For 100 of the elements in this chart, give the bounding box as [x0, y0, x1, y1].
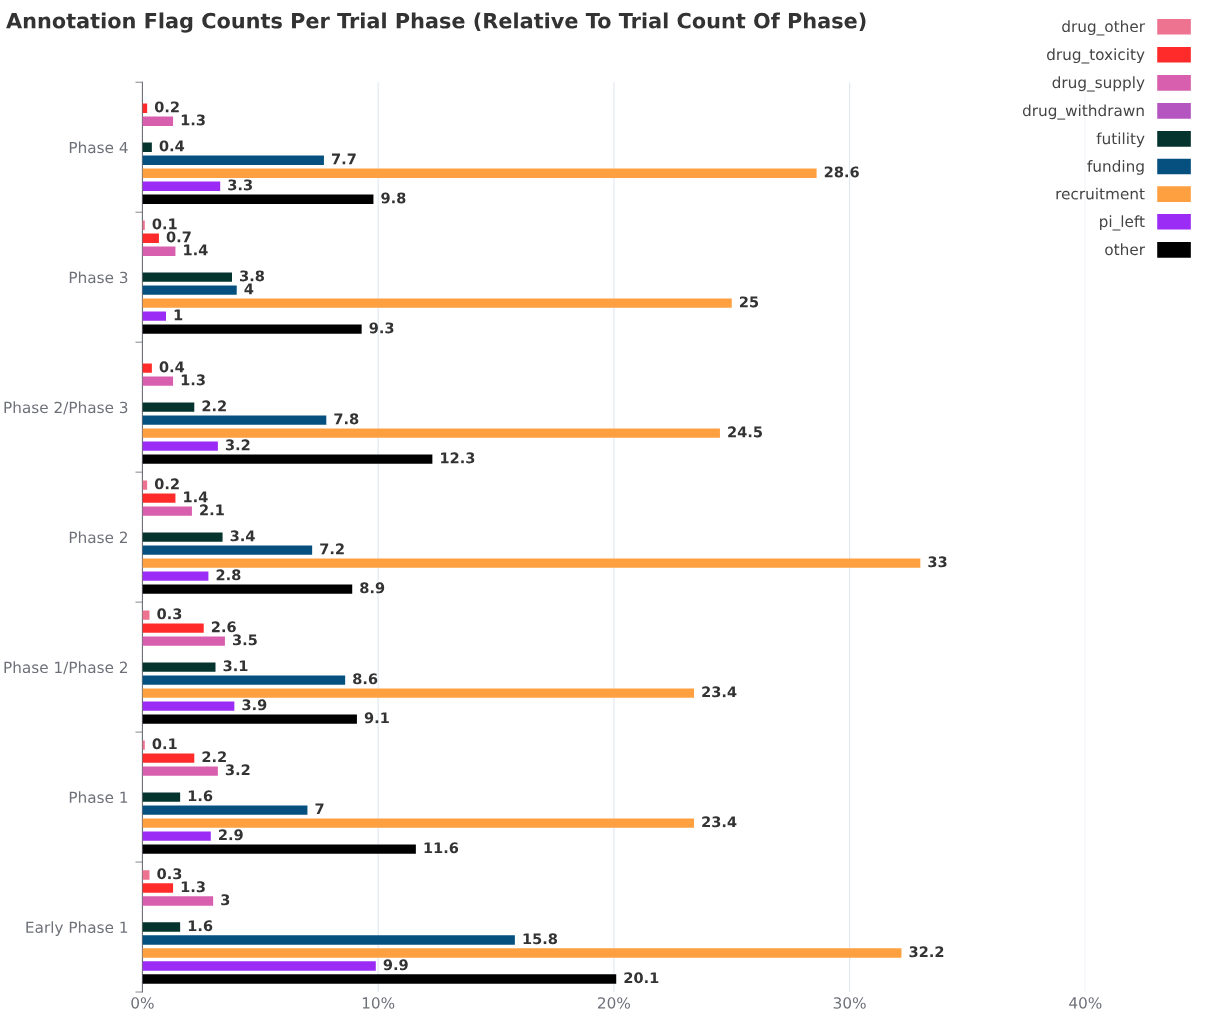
bar — [142, 831, 211, 841]
bar — [142, 961, 376, 971]
data-label: 9.9 — [383, 959, 408, 971]
data-label: 24.5 — [728, 426, 762, 438]
data-label: 7.2 — [320, 543, 344, 555]
bar — [142, 480, 148, 490]
bar — [142, 532, 223, 542]
data-label: 9.8 — [381, 192, 406, 204]
data-label: 3.3 — [228, 179, 252, 191]
data-label: 1.4 — [184, 244, 208, 256]
legend-label: recruitment — [1056, 187, 1145, 200]
legend-label: other — [1105, 243, 1145, 256]
bar — [142, 194, 374, 204]
bar — [142, 584, 353, 594]
bar — [142, 701, 235, 711]
data-label: 0.4 — [159, 140, 185, 152]
bar — [142, 844, 416, 854]
bar — [142, 285, 237, 295]
data-label: 1.3 — [181, 114, 205, 126]
data-label: 3.9 — [242, 699, 267, 711]
bar — [142, 753, 195, 763]
data-label: 8.6 — [353, 673, 378, 685]
bar — [142, 545, 313, 555]
data-label: 2.2 — [202, 751, 226, 763]
data-label: 0.4 — [159, 361, 185, 373]
data-label: 1.3 — [181, 881, 205, 893]
bar — [142, 558, 921, 568]
data-label: 32.2 — [909, 946, 944, 958]
bar — [142, 428, 720, 438]
data-label: 0.3 — [157, 608, 182, 620]
data-label: 0.1 — [152, 738, 177, 750]
legend-label: drug_toxicity — [1047, 48, 1145, 64]
data-label: 7.8 — [334, 413, 359, 425]
data-label: 0.3 — [157, 868, 182, 880]
bar — [142, 181, 221, 191]
bar — [142, 792, 181, 802]
data-label: 1.6 — [188, 920, 213, 932]
legend-label: futility — [1096, 132, 1145, 148]
data-label: 7.7 — [331, 153, 356, 165]
legend-label: drug_supply — [1052, 76, 1145, 92]
bar — [142, 298, 732, 308]
bar — [142, 363, 152, 373]
bar — [142, 441, 218, 451]
bar — [142, 506, 192, 516]
data-label: 2.9 — [219, 829, 243, 841]
legend-label: drug_withdrawn — [1022, 104, 1144, 120]
x-tick-label: 40% — [1069, 997, 1102, 1009]
bar — [142, 116, 174, 126]
x-tick-label: 0% — [131, 997, 154, 1009]
data-label: 3.2 — [225, 764, 250, 776]
legend-label: drug_other — [1062, 20, 1145, 36]
data-label: 7 — [315, 803, 324, 815]
bar — [142, 662, 216, 672]
data-label: 2.1 — [200, 504, 224, 516]
data-label: 4 — [244, 283, 254, 295]
data-label: 8.9 — [360, 582, 385, 594]
bar — [142, 740, 145, 750]
data-label: 1 — [174, 309, 183, 321]
data-label: 3.2 — [225, 439, 250, 451]
x-tick-label: 20% — [598, 997, 631, 1009]
bar — [142, 623, 204, 633]
y-tick-label: Early Phase 1 — [26, 921, 128, 937]
bar — [142, 246, 176, 256]
data-label: 9.3 — [369, 322, 394, 334]
data-label: 25 — [739, 296, 759, 308]
data-label: 3.5 — [232, 634, 257, 646]
y-tick-label: Phase 2/Phase 3 — [4, 401, 128, 415]
bar — [142, 948, 902, 958]
data-label: 2.8 — [216, 569, 241, 581]
bar — [142, 870, 150, 880]
data-label: 11.6 — [424, 842, 459, 854]
data-label: 3 — [221, 894, 230, 906]
bar — [142, 324, 362, 334]
data-label: 12.3 — [441, 452, 475, 464]
data-label: 3.8 — [240, 270, 264, 282]
bar — [142, 571, 209, 581]
bar — [142, 935, 515, 945]
data-label: 23.4 — [702, 816, 737, 828]
y-tick-label: Phase 1/Phase 2 — [4, 661, 128, 675]
data-label: 1.6 — [188, 790, 213, 802]
data-label: 2.2 — [202, 400, 226, 412]
bar — [142, 168, 817, 178]
data-label: 2.6 — [211, 621, 236, 633]
y-tick-label: Phase 4 — [69, 141, 128, 154]
bar — [142, 974, 617, 984]
data-label: 3.1 — [223, 660, 248, 672]
y-tick-label: Phase 2 — [69, 531, 128, 544]
bar — [142, 805, 308, 815]
legend-label: pi_left — [1100, 215, 1145, 231]
bar — [142, 896, 214, 906]
bar — [142, 688, 695, 698]
data-label: 23.4 — [702, 686, 737, 698]
data-label: 0.1 — [152, 218, 177, 230]
bar — [142, 883, 174, 893]
data-label: 0.2 — [154, 101, 179, 113]
bar — [142, 142, 152, 152]
legend-label: funding — [1087, 160, 1144, 175]
bar — [142, 402, 195, 412]
bar — [142, 415, 327, 425]
bar — [142, 714, 357, 724]
